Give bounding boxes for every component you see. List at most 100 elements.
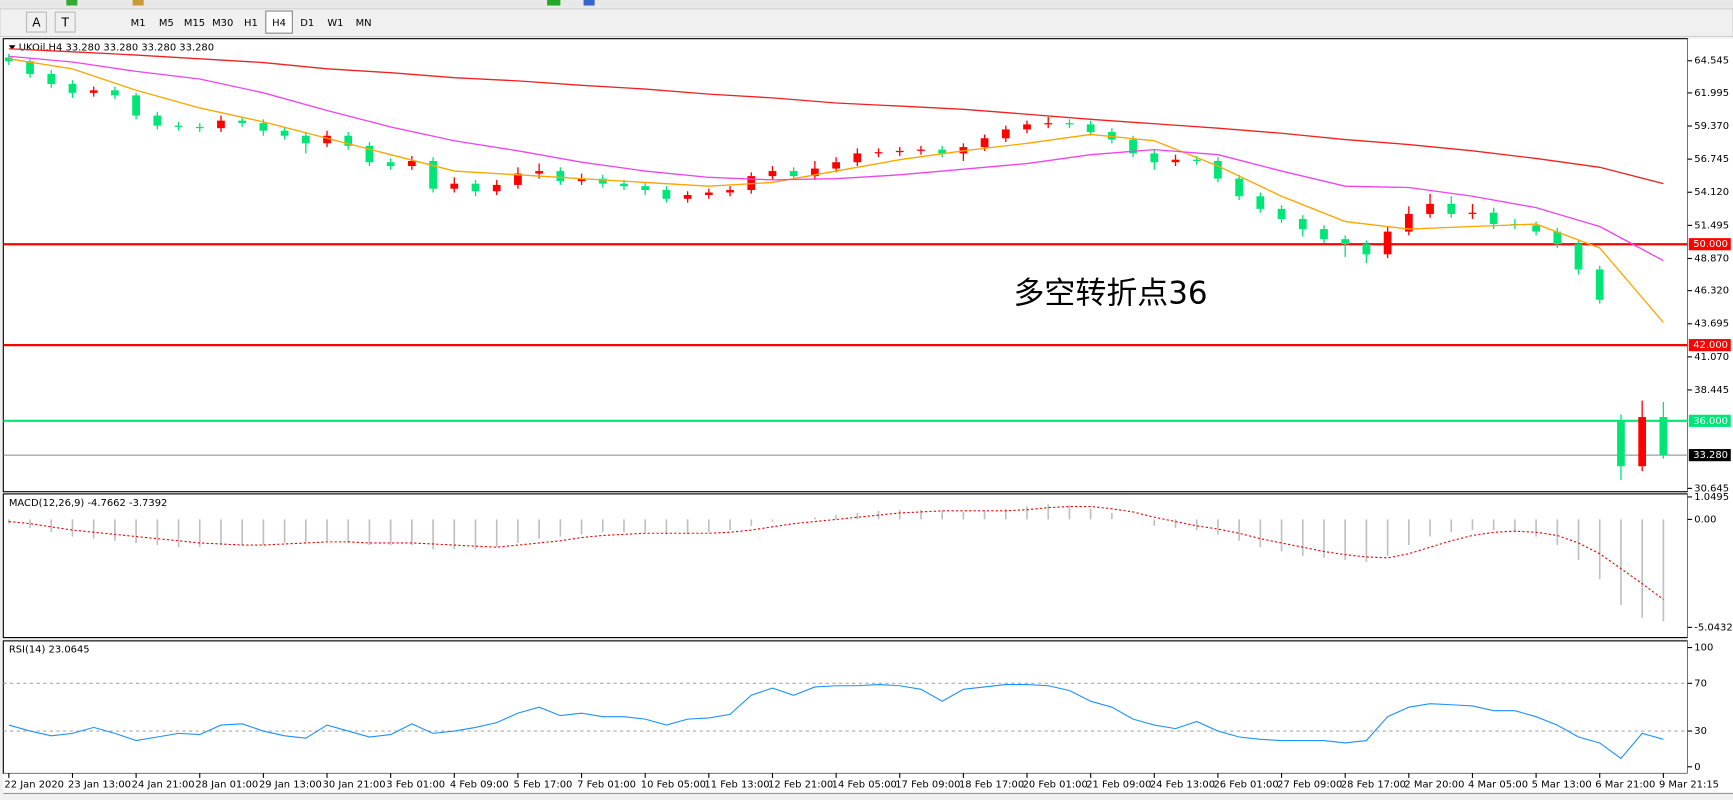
- timeframe-label: M5: [159, 18, 174, 29]
- timeframe-button[interactable]: [293, 11, 321, 34]
- timeframe-button[interactable]: [153, 11, 180, 34]
- y-tick-label: 51.495: [1694, 220, 1729, 231]
- y-tick-label: 61.995: [1694, 88, 1729, 99]
- candle-body: [895, 150, 904, 153]
- timeframe-button[interactable]: [124, 11, 152, 34]
- candle-body: [450, 183, 459, 189]
- price-panel: [2, 38, 1689, 493]
- x-tick-label: 9 Mar 21:15: [1659, 780, 1719, 791]
- candle-body: [726, 189, 734, 193]
- candle-body: [492, 184, 501, 192]
- moving-average: [8, 48, 1664, 185]
- timeframe-button[interactable]: [209, 11, 236, 34]
- x-tick-label: 24 Jan 21:00: [132, 780, 195, 791]
- timeframe-button[interactable]: [350, 11, 377, 34]
- candle-body: [47, 73, 56, 85]
- dropdown-arrow[interactable]: [8, 45, 16, 50]
- tool-label: T: [60, 16, 69, 30]
- candle-body: [259, 123, 268, 131]
- price-line-label: 50.000: [1693, 239, 1728, 250]
- macd-title: MACD(12,26,9) -4.7662 -3.7392: [9, 498, 168, 509]
- x-tick-label: 10 Feb 05:00: [641, 780, 706, 791]
- icon[interactable]: [66, 0, 78, 6]
- candle-body: [874, 152, 883, 154]
- x-tick-label: 22 Jan 2020: [4, 780, 64, 791]
- candle-body: [832, 162, 840, 169]
- candle-body: [662, 189, 671, 199]
- moving-average: [8, 55, 1664, 262]
- y-tick-label: 30.645: [1694, 483, 1729, 494]
- candle-body: [1235, 178, 1244, 197]
- x-tick-label: 4 Mar 05:00: [1468, 780, 1528, 791]
- y-tick-label: 46.320: [1694, 286, 1729, 297]
- x-tick-label: 5 Feb 17:00: [514, 780, 573, 791]
- candle-body: [683, 195, 692, 199]
- candle-body: [1595, 269, 1604, 300]
- tool-button[interactable]: [54, 11, 76, 33]
- timeframe-button[interactable]: [265, 10, 293, 34]
- timeframe-button[interactable]: [237, 11, 265, 34]
- y-tick-label: 0: [1694, 762, 1700, 773]
- timeframe-label: W1: [327, 18, 343, 29]
- annotation: 多空转折点36: [1013, 276, 1207, 312]
- candle-body: [1638, 417, 1647, 467]
- x-tick-label: 30 Jan 21:00: [323, 780, 386, 791]
- y-tick-label: 41.070: [1694, 352, 1729, 363]
- candle-body: [68, 84, 77, 93]
- candle-body: [26, 61, 34, 74]
- x-tick-label: 20 Feb 01:00: [1023, 780, 1088, 791]
- tool-button[interactable]: [25, 11, 47, 33]
- candle-body: [620, 183, 628, 187]
- x-tick-label: 11 Feb 13:00: [704, 780, 769, 791]
- candle-body: [980, 138, 989, 148]
- candle-body: [704, 192, 713, 196]
- candle-body: [1383, 231, 1392, 255]
- candle-body: [1107, 131, 1116, 140]
- candle-body: [429, 160, 437, 189]
- candle-body: [1298, 218, 1307, 230]
- x-tick-label: 2 Mar 20:00: [1404, 780, 1464, 791]
- timeframe-button[interactable]: [181, 11, 208, 34]
- y-tick-label: 100: [1694, 643, 1713, 654]
- candle-body: [768, 171, 777, 177]
- candle-body: [1086, 124, 1095, 132]
- toolbar-top: [0, 0, 1733, 8]
- timeframe-button[interactable]: [322, 11, 349, 34]
- icon[interactable]: [583, 0, 595, 6]
- candle-body: [1553, 231, 1562, 245]
- candle-body: [811, 168, 819, 177]
- price-line-label-bg: [1688, 449, 1731, 462]
- time-scale: [3, 773, 1733, 794]
- candle-body: [195, 126, 204, 129]
- candle-body: [598, 178, 607, 184]
- candle-body: [89, 90, 98, 93]
- candle-body: [1065, 123, 1074, 125]
- y-tick-label: 59.370: [1694, 121, 1729, 132]
- icon[interactable]: [547, 0, 561, 6]
- x-tick-label: 12 Feb 21:00: [768, 780, 833, 791]
- candle-body: [1129, 139, 1137, 154]
- candle-body: [577, 178, 586, 182]
- x-tick-label: 28 Feb 17:00: [1341, 780, 1406, 791]
- x-tick-label: 3 Feb 01:00: [386, 780, 445, 791]
- price-line-label-bg: [1688, 238, 1731, 251]
- candle-body: [1659, 417, 1668, 456]
- y-tick-label: 70: [1694, 678, 1707, 689]
- timeframe-label: H4: [272, 18, 286, 29]
- y-tick-label: 56.745: [1694, 154, 1729, 165]
- candle-body: [238, 120, 247, 124]
- toolbar-row: [0, 0, 1733, 8]
- candle-body: [301, 135, 310, 144]
- y-tick-label: 54.120: [1694, 187, 1729, 198]
- x-tick-label: 5 Mar 13:00: [1532, 780, 1592, 791]
- candle-body: [1023, 124, 1031, 130]
- candle-body: [132, 95, 140, 116]
- candle-body: [1277, 208, 1286, 219]
- price-line-label: 36.000: [1693, 416, 1728, 427]
- icon[interactable]: [132, 0, 144, 6]
- candle-body: [535, 171, 544, 174]
- candle-body: [1214, 160, 1222, 179]
- x-tick-label: 28 Jan 01:00: [195, 780, 258, 791]
- x-tick-label: 6 Mar 21:00: [1595, 780, 1655, 791]
